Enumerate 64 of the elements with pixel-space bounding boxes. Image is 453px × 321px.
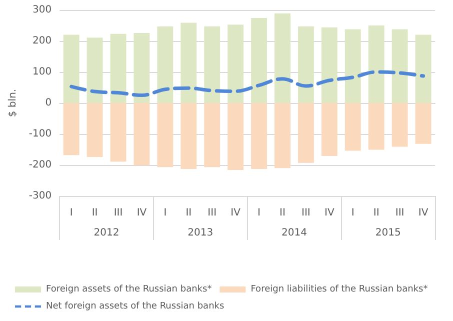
bar [251, 18, 268, 103]
x-tick-label: II [92, 208, 98, 218]
x-tick-label: IV [324, 208, 334, 218]
bar [344, 29, 361, 103]
y-axis-title: $ bln. [8, 88, 18, 118]
bar [134, 32, 150, 103]
bar [321, 103, 338, 156]
bar [298, 103, 314, 163]
bar [63, 34, 80, 103]
bar [392, 103, 408, 147]
bar [368, 103, 384, 150]
line-series [70, 70, 426, 97]
bar [86, 103, 103, 157]
bar [344, 103, 361, 151]
x-tick-label: I [70, 208, 73, 218]
text: 2014 [281, 228, 307, 238]
x-tick-label: III [208, 208, 217, 218]
y-tick-label: 0 [45, 98, 52, 108]
bar [274, 103, 290, 168]
y-tick-label: -100 [28, 128, 52, 140]
x-tick-label: III [302, 208, 310, 218]
legend-label: Foreign liabilities of the Russian banks* [250, 284, 428, 294]
bar [110, 103, 126, 162]
x-tick-label: I [258, 208, 261, 218]
legend-label: Net foreign assets of the Russian banks [46, 302, 224, 312]
bar [110, 34, 126, 103]
bar [63, 103, 80, 156]
bar [228, 103, 244, 170]
x-tick-label: III [395, 208, 404, 218]
y-tick-label: 100 [32, 66, 52, 78]
text: 2015 [375, 228, 401, 238]
bar [204, 103, 220, 168]
bar [251, 103, 268, 170]
bar [321, 27, 338, 103]
bar [180, 22, 197, 103]
y-tick-label: 200 [32, 36, 52, 46]
x-tick-label: I [351, 208, 354, 218]
bar [134, 103, 150, 166]
bar [298, 26, 314, 103]
text: 2013 [188, 228, 214, 238]
y-tick-label: 300 [32, 4, 52, 16]
x-tick-label: IV [136, 208, 147, 218]
y-tick-label: -300 [28, 190, 52, 202]
x-tick-label: I [164, 208, 167, 218]
x-tick-label: IV [230, 208, 241, 218]
text: 2012 [94, 228, 120, 238]
bar [415, 34, 432, 103]
bar [274, 13, 290, 103]
x-tick-label: IV [418, 208, 428, 218]
legend-label: Foreign assets of the Russian banks* [46, 284, 212, 294]
bar [157, 103, 174, 168]
y-tick-label: -200 [28, 160, 52, 170]
x-tick-label: II [186, 208, 192, 218]
bar [415, 103, 432, 144]
bar [180, 103, 197, 170]
bar [392, 29, 408, 103]
x-tick-label: III [114, 208, 123, 218]
bar [204, 26, 220, 103]
bar [228, 24, 244, 103]
bar [86, 38, 103, 103]
x-tick-label: II [280, 208, 286, 218]
x-tick-label: II [373, 208, 380, 218]
bar [157, 26, 174, 103]
bar [368, 26, 384, 103]
